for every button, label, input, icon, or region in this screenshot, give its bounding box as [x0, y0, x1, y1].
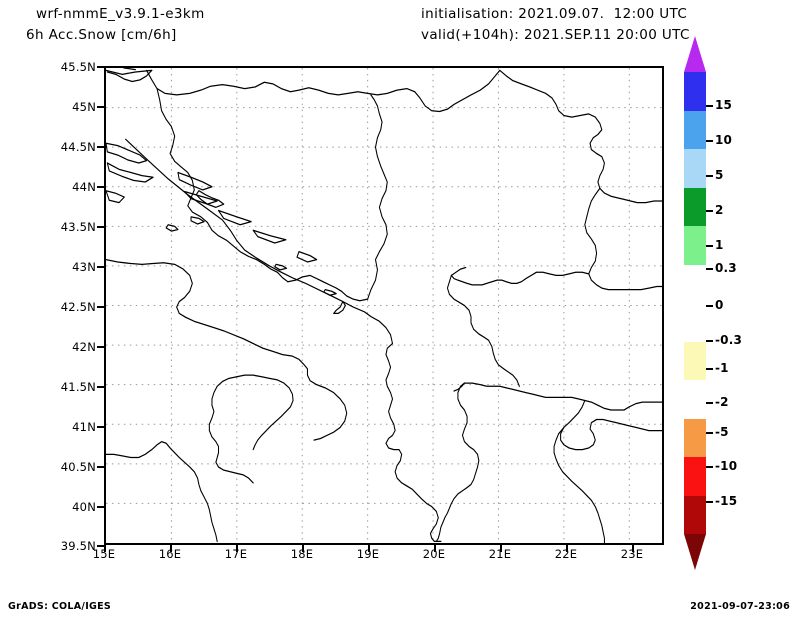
x-axis-label-21E: 21E: [488, 547, 512, 561]
colorbar-band: [684, 187, 706, 226]
x-tick-mark: [368, 545, 370, 552]
colorbar-tick: [706, 140, 713, 142]
y-tick-mark: [97, 506, 104, 508]
colorbar-band: [684, 380, 706, 419]
colorbar-label-2: 2: [715, 203, 724, 217]
colorbar-tick: [706, 340, 713, 342]
field-name-label: 6h Acc.Snow [cm/6h]: [26, 27, 177, 43]
colorbar-tick: [706, 305, 713, 307]
y-axis-label-42N: 42N: [72, 340, 96, 354]
x-axis-label-19E: 19E: [356, 547, 380, 561]
y-tick-mark: [97, 266, 104, 268]
colorbar-tick: [706, 368, 713, 370]
colorbar-band: [684, 149, 706, 188]
colorbar-band: [684, 264, 706, 303]
y-tick-mark: [97, 66, 104, 68]
colorbar-label-1: 1: [715, 238, 724, 252]
x-axis-label-15E: 15E: [92, 547, 116, 561]
y-tick-mark: [97, 426, 104, 428]
x-tick-mark: [632, 545, 634, 552]
y-tick-mark: [97, 545, 104, 547]
y-axis-label-42_5N: 42.5N: [60, 300, 96, 314]
colorbar[interactable]: [684, 72, 706, 534]
x-tick-mark: [566, 545, 568, 552]
colorbar-band: [684, 418, 706, 457]
map-plot-area[interactable]: [104, 66, 664, 545]
y-axis-label-43N: 43N: [72, 260, 96, 274]
colorbar-arrow-bottom: [684, 534, 706, 570]
y-axis-label-39_5N: 39.5N: [60, 539, 96, 553]
y-tick-mark: [97, 346, 104, 348]
colorbar-band: [684, 303, 706, 342]
colorbar-label-neg10: -10: [715, 459, 738, 473]
y-axis-label-45N: 45N: [72, 100, 96, 114]
colorbar-band: [684, 495, 706, 534]
colorbar-tick: [706, 402, 713, 404]
colorbar-band: [684, 110, 706, 149]
y-axis-label-40_5N: 40.5N: [60, 460, 96, 474]
y-tick-mark: [97, 186, 104, 188]
x-axis-label-22E: 22E: [554, 547, 578, 561]
x-axis-label-23E: 23E: [620, 547, 644, 561]
y-tick-mark: [97, 226, 104, 228]
y-tick-mark: [97, 386, 104, 388]
map-coastlines-and-borders: [106, 68, 662, 543]
colorbar-label-neg15: -15: [715, 494, 738, 508]
colorbar-tick: [706, 501, 713, 503]
y-tick-mark: [97, 466, 104, 468]
x-axis-label-20E: 20E: [422, 547, 446, 561]
render-timestamp-label: 2021-09-07-23:06: [690, 601, 790, 612]
model-name-label: wrf-nmmE_v3.9.1-e3km: [36, 6, 205, 22]
y-axis-label-41_5N: 41.5N: [60, 380, 96, 394]
colorbar-label-5: 5: [715, 168, 724, 182]
x-tick-mark: [104, 545, 106, 552]
y-axis-label-40N: 40N: [72, 500, 96, 514]
colorbar-tick: [706, 245, 713, 247]
colorbar-tick: [706, 210, 713, 212]
initialisation-label: initialisation: 2021.09.07. 12:00 UTC: [421, 6, 688, 22]
colorbar-band: [684, 341, 706, 380]
x-tick-mark: [170, 545, 172, 552]
valid-time-label: valid(+104h): 2021.SEP.11 20:00 UTC: [421, 27, 690, 43]
colorbar-band: [684, 457, 706, 496]
colorbar-tick: [706, 175, 713, 177]
x-axis-label-16E: 16E: [158, 547, 182, 561]
colorbar-tick: [706, 268, 713, 270]
colorbar-label-0: 0: [715, 298, 724, 312]
x-tick-mark: [236, 545, 238, 552]
y-tick-mark: [97, 106, 104, 108]
x-axis-label-18E: 18E: [290, 547, 314, 561]
colorbar-label-neg0_3: -0.3: [715, 333, 743, 347]
y-axis-label-41N: 41N: [72, 420, 96, 434]
colorbar-label-neg5: -5: [715, 425, 729, 439]
colorbar-label-15: 15: [715, 98, 733, 112]
colorbar-tick: [706, 432, 713, 434]
y-axis-label-44_5N: 44.5N: [60, 140, 96, 154]
colorbar-band: [684, 72, 706, 111]
x-tick-mark: [302, 545, 304, 552]
colorbar-band: [684, 226, 706, 265]
x-axis-label-17E: 17E: [224, 547, 248, 561]
x-tick-mark: [500, 545, 502, 552]
colorbar-arrow-top: [684, 36, 706, 72]
colorbar-tick: [706, 105, 713, 107]
colorbar-label-neg1: -1: [715, 361, 729, 375]
y-axis-label-43_5N: 43.5N: [60, 220, 96, 234]
colorbar-label-neg2: -2: [715, 395, 729, 409]
y-axis-label-44N: 44N: [72, 180, 96, 194]
colorbar-label-10: 10: [715, 133, 733, 147]
y-axis-label-45_5N: 45.5N: [60, 60, 96, 74]
colorbar-label-0_3: 0.3: [715, 261, 737, 275]
grads-credit-label: GrADS: COLA/IGES: [8, 601, 112, 612]
y-tick-mark: [97, 146, 104, 148]
y-tick-mark: [97, 306, 104, 308]
colorbar-tick: [706, 466, 713, 468]
x-tick-mark: [434, 545, 436, 552]
